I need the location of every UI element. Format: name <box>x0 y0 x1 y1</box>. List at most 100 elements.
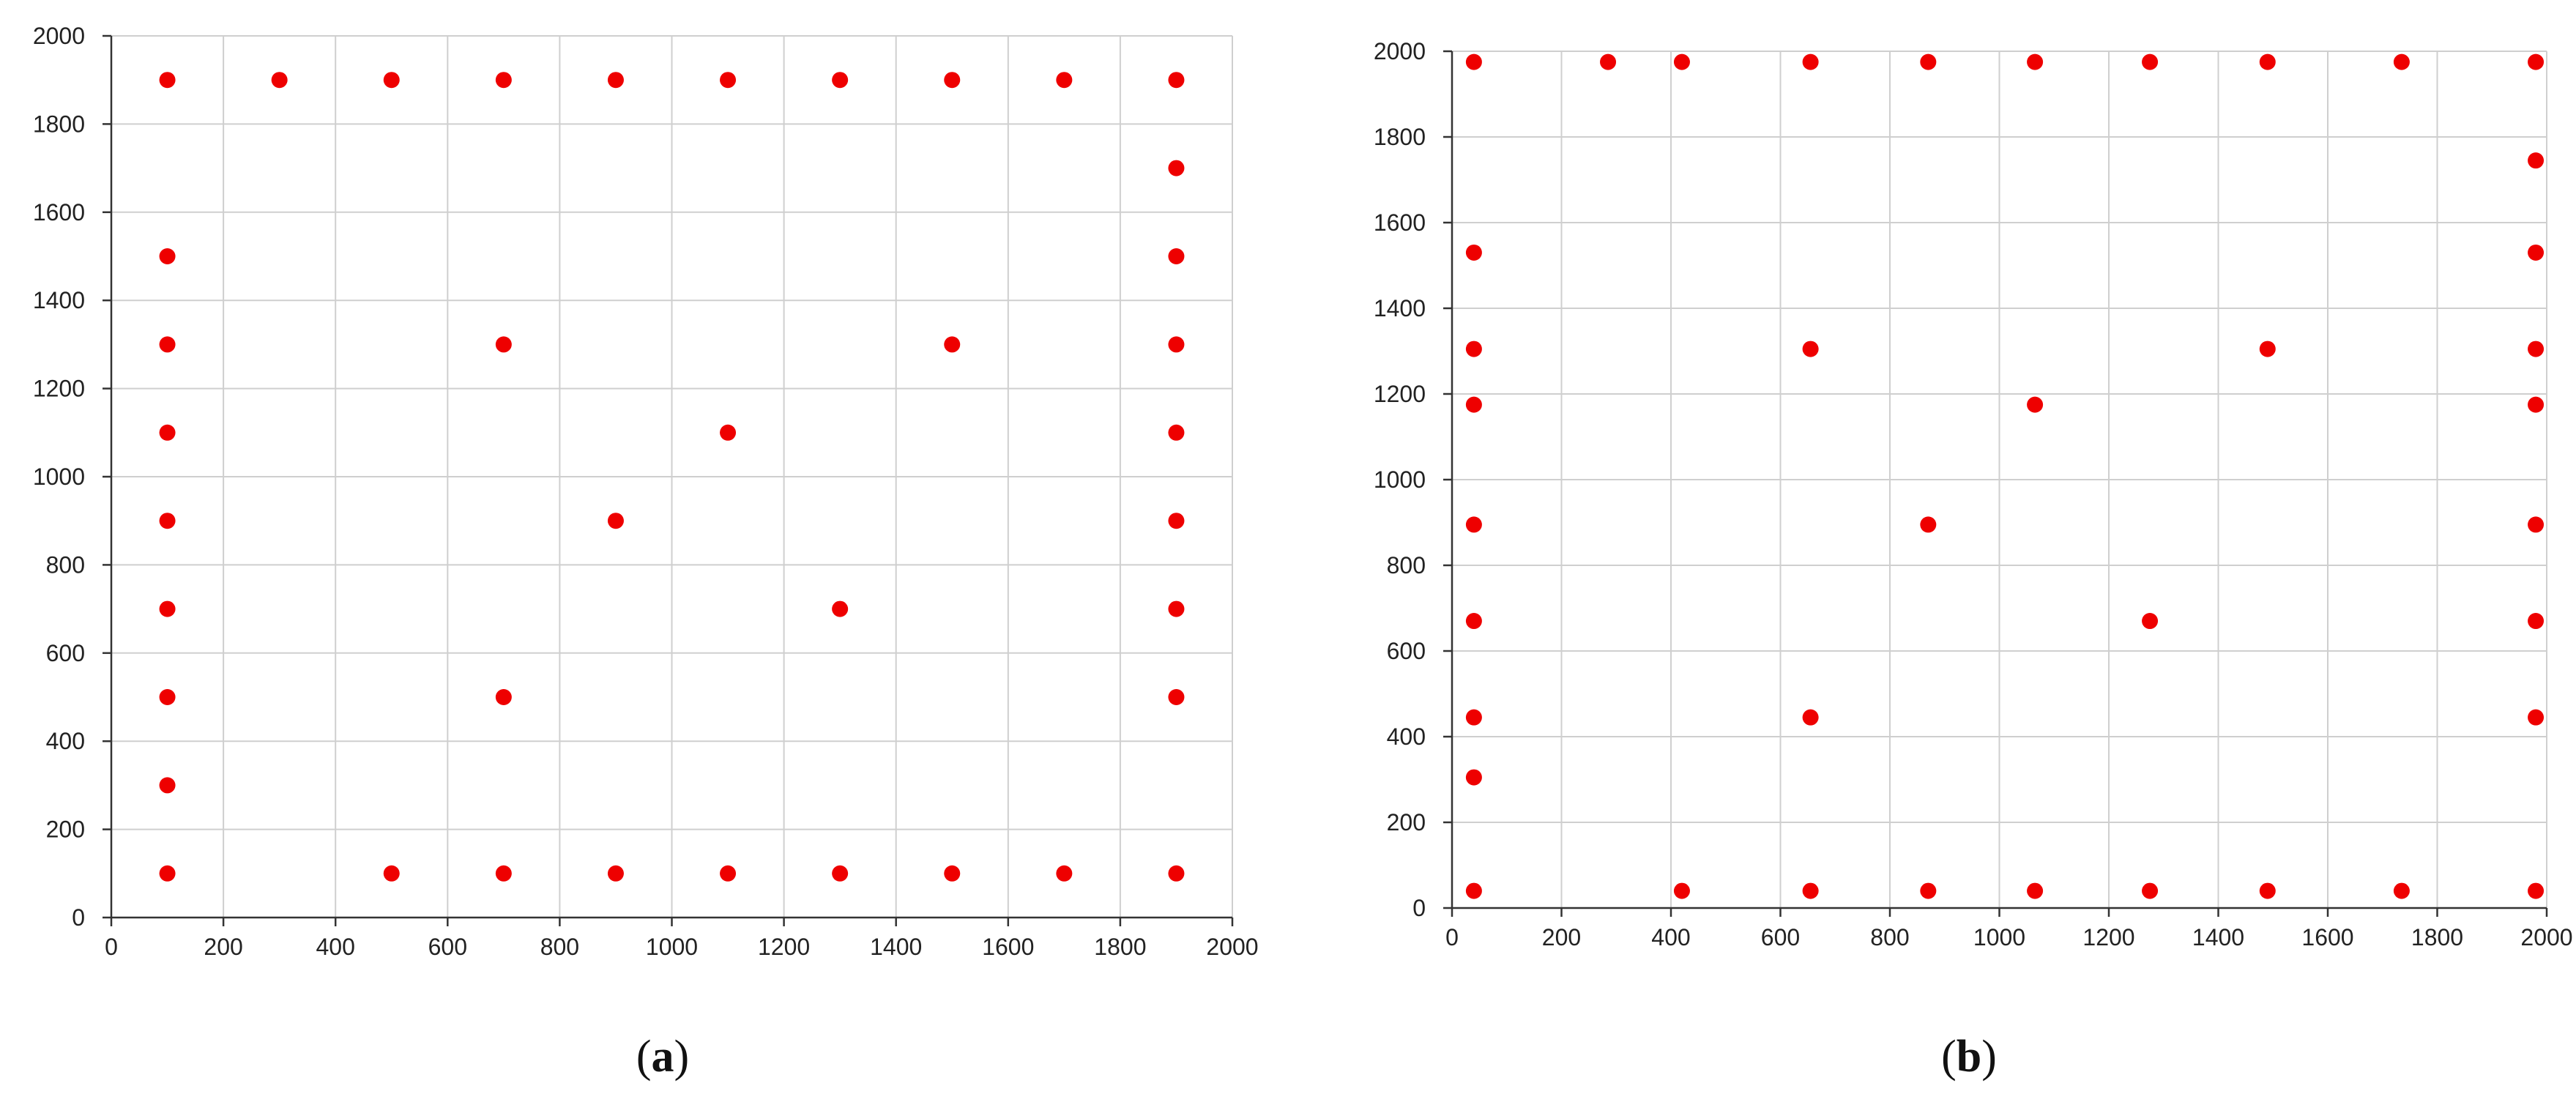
panel-a-point <box>495 72 512 89</box>
panel-a-point <box>159 600 176 617</box>
panel-a-point <box>159 424 176 441</box>
panel-b-point <box>2528 882 2545 899</box>
panel-b-point <box>1465 709 1482 726</box>
panel-b-y-tick-label: 1800 <box>1374 124 1426 150</box>
panel-b-point <box>1465 882 1482 899</box>
panel-b-chart: 0 200 400 600 800 1000 1200 1400 1600 1800 2000 0 20… <box>1374 38 2573 950</box>
panel-b-point <box>2528 396 2545 413</box>
panel-a-x-tick-label: 800 <box>540 934 579 960</box>
panel-a-point <box>607 865 624 882</box>
panel-a-point <box>159 689 176 705</box>
panel-a-point <box>1056 865 1073 882</box>
panel-b-point <box>1465 516 1482 533</box>
panel-b-y-tick-label: 0 <box>1412 895 1426 921</box>
panel-a-y-tick-label: 1200 <box>33 376 85 402</box>
panel-b-point <box>2528 516 2545 533</box>
panel-a-point <box>832 72 849 89</box>
panel-b-point <box>1802 882 1819 899</box>
panel-a-point <box>159 865 176 882</box>
panel-a-y-tick-label: 200 <box>46 816 85 843</box>
panel-a-point <box>1168 160 1185 176</box>
panel-a-point <box>495 865 512 882</box>
panel-b-point <box>1465 244 1482 261</box>
panel-a-point <box>1168 424 1185 441</box>
panel-a-point <box>383 72 400 89</box>
panel-a-point <box>271 72 288 89</box>
panel-b-y-tick-label: 1600 <box>1374 209 1426 236</box>
panel-a-y-tick-label: 800 <box>46 551 85 578</box>
panel-b-point <box>2528 709 2545 726</box>
panel-a-chart: 0 200 400 600 800 1000 1200 1400 1600 1800 2000 0 20… <box>33 23 1259 960</box>
panel-a-x-tick-label: 1800 <box>1094 934 1146 960</box>
panel-b-point <box>1802 341 1819 357</box>
panel-b-point <box>1802 53 1819 70</box>
panel-a-x-tick-label: 1200 <box>758 934 810 960</box>
panel-b-x-tick-label: 1200 <box>2082 924 2134 950</box>
panel-a-x-tick-label: 1000 <box>646 934 698 960</box>
panel-a-point <box>944 336 961 353</box>
panel-b-point <box>1920 516 1937 533</box>
panel-b-x-tick-label: 1400 <box>2192 924 2244 950</box>
panel-a-y-tick-label: 0 <box>72 904 85 931</box>
panel-a-point <box>383 865 400 882</box>
panel-b-label: (b) <box>1941 1032 1997 1082</box>
panel-b-point <box>2528 341 2545 357</box>
panel-b-y-tick-label: 2000 <box>1374 38 1426 64</box>
panel-b-y-tick-label: 200 <box>1387 809 1426 836</box>
panel-a-y-tick-label: 600 <box>46 640 85 666</box>
panel-a-point <box>944 865 961 882</box>
panel-b-y-tick-label: 1000 <box>1374 466 1426 493</box>
panel-a-point <box>1168 865 1185 882</box>
panel-b-point <box>2528 244 2545 261</box>
panel-b-point <box>2528 53 2545 70</box>
panel-b-x-tick-label: 600 <box>1761 924 1800 950</box>
panel-a-point <box>159 72 176 89</box>
panel-a-x-tick-label: 600 <box>428 934 467 960</box>
panel-a-x-tick-label: 0 <box>105 934 118 960</box>
panel-a-y-tick-label: 400 <box>46 728 85 754</box>
panel-a-point <box>1168 72 1185 89</box>
panel-a-point <box>495 689 512 705</box>
panel-b-point <box>2259 341 2276 357</box>
panel-b-x-tick-label: 1600 <box>2301 924 2353 950</box>
panel-a-point <box>159 777 176 794</box>
panel-b-point <box>2528 152 2545 169</box>
panel-a-x-tick-label: 2000 <box>1206 934 1258 960</box>
panel-a-y-tick-label: 2000 <box>33 23 85 49</box>
panel-b-point <box>2528 613 2545 630</box>
panel-a-point <box>720 424 737 441</box>
panel-b-x-tick-label: 800 <box>1870 924 1909 950</box>
panel-b-point <box>2142 53 2159 70</box>
panel-a-point <box>832 600 849 617</box>
panel-b-y-tick-label: 800 <box>1387 552 1426 578</box>
panel-a-point <box>720 865 737 882</box>
panel-b-point <box>1920 882 1937 899</box>
panel-b-point <box>1673 53 1690 70</box>
panel-b-point <box>2027 53 2044 70</box>
panel-a-point <box>1168 336 1185 353</box>
panel-b-y-tick-label: 1400 <box>1374 295 1426 321</box>
panel-a-point <box>1168 600 1185 617</box>
panel-b-point <box>1920 53 1937 70</box>
panel-b-x-tick-label: 1800 <box>2411 924 2463 950</box>
panel-b-point <box>2027 882 2044 899</box>
panel-a-point <box>607 72 624 89</box>
panel-b-point <box>1465 53 1482 70</box>
panel-a-point <box>1168 248 1185 264</box>
panel-a-x-tick-label: 200 <box>204 934 242 960</box>
panel-b-point <box>2142 882 2159 899</box>
panel-a-y-tick-label: 1800 <box>33 111 85 137</box>
panel-a-y-tick-label: 1600 <box>33 199 85 226</box>
panel-b-point <box>2259 882 2276 899</box>
panel-b-point <box>1465 769 1482 786</box>
panel-a-point <box>1168 689 1185 705</box>
panel-b-point <box>2393 53 2410 70</box>
panel-b-x-tick-label: 2000 <box>2520 924 2572 950</box>
panel-b-point <box>1600 53 1617 70</box>
panel-a-point <box>159 336 176 353</box>
panel-b-point <box>2393 882 2410 899</box>
panel-a-point <box>832 865 849 882</box>
panel-b-point <box>1673 882 1690 899</box>
panel-a-label: (a) <box>636 1032 689 1082</box>
